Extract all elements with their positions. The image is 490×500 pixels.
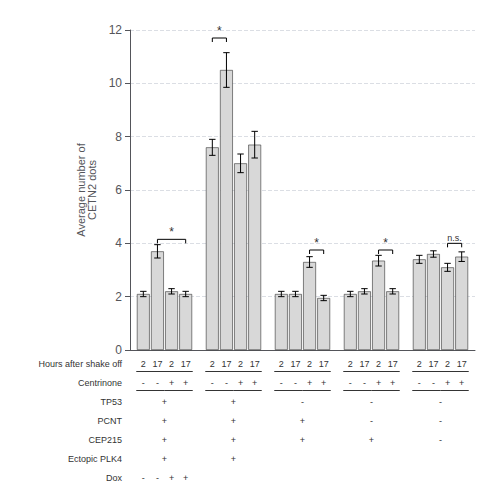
svg-text:Hours after shake off: Hours after shake off [39,359,123,369]
svg-text:TP53: TP53 [100,397,122,407]
svg-text:*: * [383,236,388,250]
svg-text:2: 2 [307,359,312,369]
svg-text:+: + [162,416,167,426]
svg-text:2: 2 [169,359,174,369]
svg-text:2: 2 [210,359,215,369]
svg-text:17: 17 [181,359,191,369]
svg-text:-: - [156,473,159,483]
svg-text:+: + [369,435,374,445]
svg-text:+: + [231,435,236,445]
svg-text:+: + [390,378,395,388]
svg-text:2: 2 [279,359,284,369]
svg-text:-: - [349,378,352,388]
svg-text:*: * [217,24,222,38]
svg-text:-: - [439,416,442,426]
svg-text:10: 10 [109,76,123,90]
svg-text:2: 2 [115,290,122,304]
svg-text:Ectopic PLK4: Ectopic PLK4 [68,454,122,464]
svg-text:+: + [300,416,305,426]
svg-text:+: + [252,378,257,388]
svg-text:17: 17 [152,359,162,369]
svg-text:2: 2 [376,359,381,369]
svg-text:+: + [300,435,305,445]
svg-text:+: + [162,397,167,407]
svg-text:+: + [169,378,174,388]
svg-text:CEP215: CEP215 [88,435,122,445]
svg-text:-: - [301,397,304,407]
svg-text:-: - [225,378,228,388]
svg-text:-: - [432,378,435,388]
svg-text:2: 2 [238,359,243,369]
svg-text:2: 2 [445,359,450,369]
svg-text:-: - [211,378,214,388]
svg-text:17: 17 [250,359,260,369]
svg-text:2: 2 [348,359,353,369]
svg-text:PCNT: PCNT [98,416,123,426]
svg-text:Centrinone: Centrinone [78,378,122,388]
svg-text:2: 2 [417,359,422,369]
svg-text:17: 17 [290,359,300,369]
svg-text:+: + [183,473,188,483]
svg-text:+: + [162,435,167,445]
svg-text:17: 17 [319,359,329,369]
svg-text:Dox: Dox [106,473,123,483]
svg-text:17: 17 [457,359,467,369]
svg-text:+: + [231,454,236,464]
svg-text:Average number of: Average number of [75,143,88,237]
svg-text:+: + [231,416,236,426]
svg-text:-: - [280,378,283,388]
svg-text:+: + [445,378,450,388]
svg-text:+: + [307,378,312,388]
svg-text:+: + [459,378,464,388]
svg-text:17: 17 [428,359,438,369]
svg-text:17: 17 [221,359,231,369]
svg-text:8: 8 [115,130,122,144]
svg-text:+: + [321,378,326,388]
svg-text:17: 17 [388,359,398,369]
svg-text:4: 4 [115,236,122,250]
svg-text:+: + [376,378,381,388]
svg-text:+: + [231,397,236,407]
svg-text:+: + [238,378,243,388]
svg-text:-: - [370,416,373,426]
svg-text:+: + [183,378,188,388]
svg-text:0: 0 [115,343,122,357]
svg-text:+: + [162,454,167,464]
svg-text:n.s.: n.s. [447,233,462,243]
svg-text:*: * [169,225,174,239]
svg-text:17: 17 [359,359,369,369]
svg-text:-: - [363,378,366,388]
svg-text:-: - [439,435,442,445]
svg-text:-: - [156,378,159,388]
svg-text:-: - [294,378,297,388]
svg-text:-: - [370,397,373,407]
svg-text:-: - [142,473,145,483]
svg-text:6: 6 [115,183,122,197]
svg-text:-: - [418,378,421,388]
svg-text:CETN2 dots: CETN2 dots [86,160,98,220]
svg-text:2: 2 [141,359,146,369]
svg-text:12: 12 [109,23,123,37]
svg-text:-: - [142,378,145,388]
svg-text:+: + [169,473,174,483]
svg-text:-: - [439,397,442,407]
svg-text:*: * [314,236,319,250]
